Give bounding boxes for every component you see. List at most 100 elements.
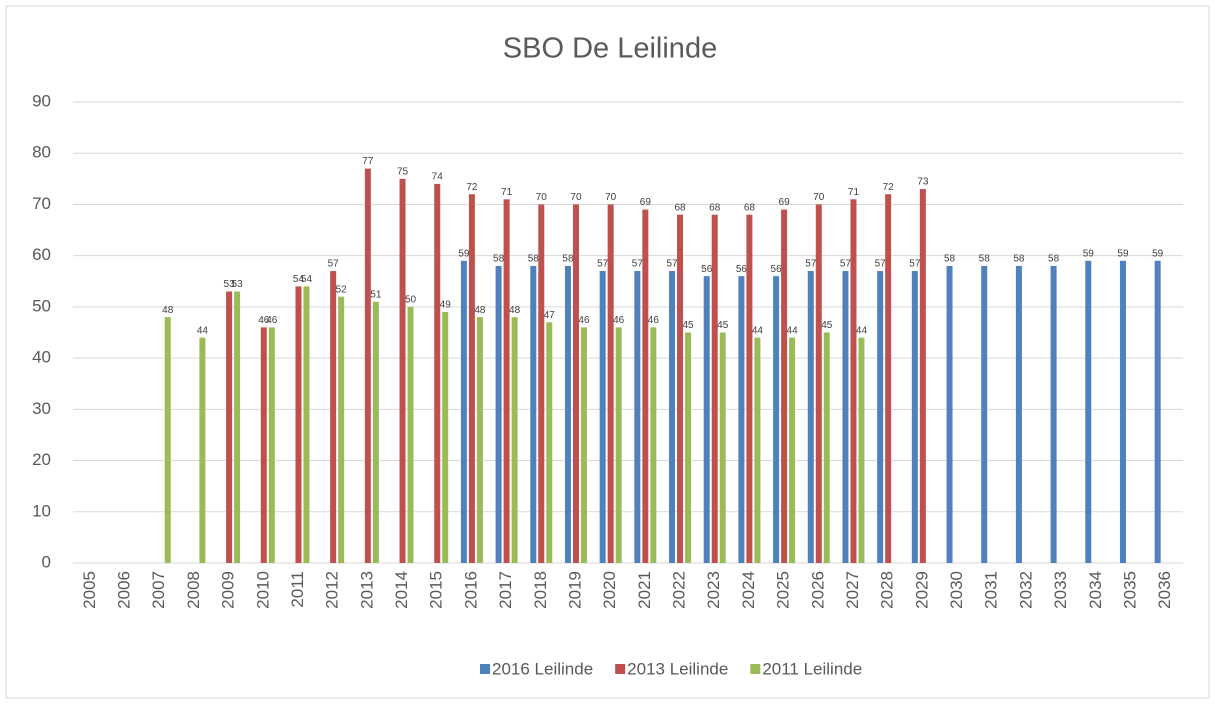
x-tick-label: 2029	[912, 571, 931, 609]
x-tick-label: 2033	[1051, 571, 1070, 609]
y-tick-label: 0	[42, 552, 51, 571]
x-tick-label: 2017	[496, 571, 515, 609]
x-tick-label: 2018	[531, 571, 550, 609]
data-label: 59	[1152, 248, 1164, 259]
legend-label: 2011 Leilinde	[762, 659, 862, 678]
data-label: 58	[562, 254, 574, 265]
x-tick-label: 2030	[947, 571, 966, 609]
bar	[538, 204, 545, 563]
data-label: 73	[917, 177, 929, 188]
x-tick-label: 2034	[1086, 571, 1105, 609]
data-label: 57	[840, 259, 852, 270]
data-label: 58	[493, 254, 505, 265]
x-tick-label: 2012	[323, 571, 342, 609]
x-tick-label: 2035	[1120, 571, 1139, 609]
bar	[372, 301, 379, 563]
x-tick-label: 2023	[704, 571, 723, 609]
bar	[442, 312, 449, 563]
bar	[1154, 260, 1161, 563]
data-label: 59	[1117, 248, 1129, 259]
data-label: 44	[856, 325, 868, 336]
data-label: 58	[1013, 254, 1025, 265]
y-tick-label: 30	[32, 399, 51, 418]
bar	[1119, 260, 1126, 563]
bar	[434, 183, 441, 563]
x-tick-label: 2009	[219, 571, 238, 609]
legend-swatch	[615, 664, 626, 674]
bar	[634, 271, 641, 563]
bar	[407, 306, 414, 563]
bar	[330, 271, 337, 563]
bar	[234, 291, 241, 563]
y-tick-label: 90	[32, 91, 51, 110]
bar	[842, 271, 849, 563]
x-tick-label: 2021	[635, 571, 654, 609]
y-tick-label: 40	[32, 348, 51, 367]
bar	[981, 265, 988, 563]
y-tick-label: 50	[32, 296, 51, 315]
bar	[295, 286, 302, 563]
bar	[530, 265, 537, 563]
data-label: 77	[362, 156, 374, 167]
data-label: 70	[570, 192, 582, 203]
chart-frame	[5, 5, 1210, 699]
y-tick-label: 60	[32, 245, 51, 264]
bar	[607, 204, 614, 563]
bar	[546, 322, 553, 563]
bar	[572, 204, 579, 563]
data-label: 54	[293, 274, 305, 285]
bar	[919, 189, 926, 564]
bar	[503, 199, 510, 564]
x-tick-label: 2027	[843, 571, 862, 609]
x-tick-label: 2028	[878, 571, 897, 609]
data-label: 69	[779, 197, 791, 208]
data-label: 74	[432, 172, 444, 183]
bar	[164, 317, 171, 563]
data-label: 59	[1083, 248, 1095, 259]
data-label: 68	[709, 202, 721, 213]
data-label: 68	[674, 202, 686, 213]
data-label: 57	[328, 259, 340, 270]
data-label: 57	[597, 259, 609, 270]
data-label: 70	[605, 192, 617, 203]
bar	[738, 276, 745, 563]
data-label: 57	[805, 259, 817, 270]
legend-swatch	[480, 664, 490, 674]
data-label: 48	[474, 305, 486, 316]
bar	[773, 276, 780, 563]
data-label: 68	[744, 202, 756, 213]
data-label: 54	[301, 274, 313, 285]
legend-label: 2013 Leilinde	[627, 659, 728, 678]
x-tick-label: 2026	[808, 571, 827, 609]
bar	[1015, 265, 1022, 563]
data-label: 46	[613, 315, 625, 326]
x-tick-label: 2005	[80, 571, 99, 609]
bar	[746, 214, 753, 563]
data-label: 57	[632, 259, 644, 270]
bar	[858, 337, 865, 563]
bar	[642, 209, 649, 564]
bar	[677, 214, 684, 563]
bar	[711, 214, 718, 563]
bar	[1050, 265, 1057, 563]
data-label: 58	[979, 254, 991, 265]
bar	[468, 194, 475, 563]
data-label: 45	[821, 320, 833, 331]
data-label: 53	[232, 279, 244, 290]
chart-title: SBO De Leilinde	[503, 33, 717, 65]
x-tick-label: 2020	[600, 571, 619, 609]
data-label: 44	[197, 325, 209, 336]
y-tick-label: 20	[32, 450, 51, 469]
bar	[615, 327, 622, 563]
data-label: 57	[666, 259, 678, 270]
x-tick-label: 2016	[461, 571, 480, 609]
bar	[685, 332, 692, 563]
bar	[303, 286, 310, 563]
data-label: 46	[258, 315, 270, 326]
x-tick-label: 2036	[1155, 571, 1174, 609]
data-label: 72	[883, 182, 895, 193]
data-label: 46	[266, 315, 278, 326]
bar	[850, 199, 857, 564]
bar	[495, 265, 502, 563]
